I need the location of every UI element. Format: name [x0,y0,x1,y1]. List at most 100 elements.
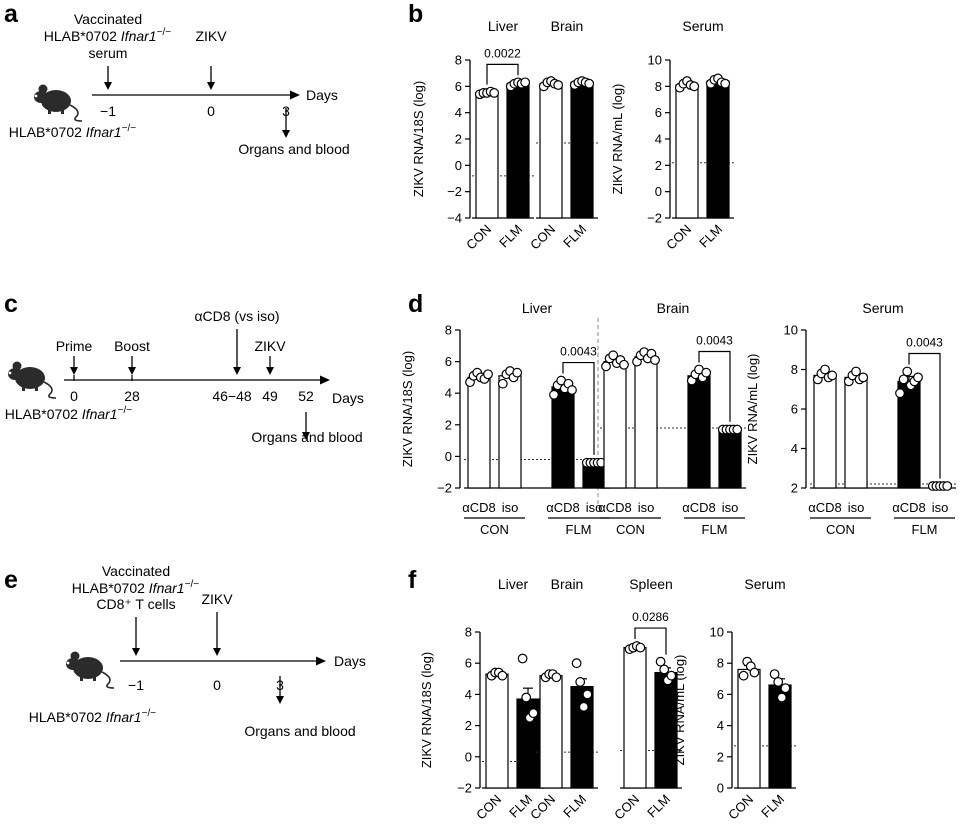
y-tick-label: 4 [455,105,462,120]
data-point [521,692,532,703]
data-point [720,78,731,89]
bar-iso [718,428,742,489]
pvalue-bracket: 0.0043 [696,334,733,422]
x-tick-label: FLM [560,792,589,821]
data-point [769,669,780,680]
y-tick-label: 6 [455,79,462,94]
x-tick-label: αCD8 [892,500,926,515]
organs-arrow [276,676,284,704]
pvalue-text: 0.0043 [906,335,943,349]
event-label-0-1: HLAB*0702 Ifnar1−/− [72,579,201,596]
y-tick-label: 2 [791,481,798,496]
bar-FLM [506,83,530,219]
data-point [942,481,953,491]
group-label: CON [616,522,645,537]
event-arrow-1 [207,66,215,90]
data-point [619,359,629,370]
bar-CON [675,84,699,219]
y-tick-label: 8 [717,656,724,671]
y-tick-label: −2 [457,781,472,796]
x-tick-label: iso [638,500,655,515]
data-point [635,642,646,653]
y-tick-label: 0 [717,781,724,796]
event-arrow-2 [233,329,241,375]
organs-arrow [302,412,310,440]
data-point [827,370,838,381]
axis-arrowhead [290,90,300,100]
organs-arrow [282,108,290,138]
bar-CON [539,83,563,219]
x-tick-label: CON [611,792,642,823]
y-tick-label: 2 [445,417,452,432]
event-label-3-0: ZIKV [254,338,286,354]
data-point [902,366,913,377]
group-label: CON [826,522,855,537]
tick-label-1: 28 [124,388,140,404]
y-tick-label: 8 [655,79,662,94]
group-serum: Serum CON FLM [663,18,734,253]
data-point [497,378,508,389]
y-tick-label: 6 [465,656,472,671]
y-tick-label: 0 [445,449,452,464]
data-point [549,389,559,400]
group-liver: Liver CON FLM 0.0022 [463,18,534,253]
pvalue-text: 0.0043 [696,334,733,348]
event-arrow-1 [213,612,221,656]
y-tick-label: 2 [455,132,462,147]
data-point [584,78,595,89]
event-arrow-3 [266,356,274,375]
timeline-e: −103VaccinatedHLAB*0702 Ifnar1−/− CD8⁺ T… [29,563,366,739]
data-point [528,708,539,719]
x-tick-label: FLM [496,222,525,251]
panel-letter-a: a [4,0,19,28]
days-label: Days [332,390,364,406]
y-tick-label: 4 [465,687,472,702]
y-tick-label: 0 [465,749,472,764]
y-axis-label: ZIKV RNA/mL (log) [745,354,760,465]
y-tick-label: 4 [445,386,452,401]
pvalue-text: 0.0043 [560,345,597,359]
tick-label-3: 49 [262,388,278,404]
data-point [483,369,493,380]
y-axis-label: ZIKV RNA/18S (log) [419,652,434,768]
chart-b-1: −2 0 2 4 6 8 10 ZIKV RNA/mL (log) Serum CON FLM [610,18,734,253]
event-arrow-0 [70,356,78,375]
x-tick-label: FLM [696,222,725,251]
data-point [571,658,582,669]
y-tick-label: 6 [791,402,798,417]
group-label: FLM [566,522,592,537]
data-point [551,672,562,683]
data-point [858,372,869,383]
x-tick-label: CON [663,222,694,253]
group-label: FLM [702,522,728,537]
mouse-label: HLAB*0702 Ifnar1−/− [5,405,134,422]
bar-αCD8 [467,376,491,489]
group-title: Liver [522,300,553,316]
x-tick-label: FLM [560,222,589,251]
y-tick-label: 4 [655,132,662,147]
data-point [575,677,586,687]
x-tick-label: αCD8 [598,500,632,515]
y-tick-label: 2 [717,749,724,764]
tick-label-4: 52 [298,388,314,404]
y-tick-label: −2 [647,211,662,226]
x-tick-label: iso [722,500,739,515]
y-tick-label: 4 [791,441,798,456]
bar-iso [498,375,522,489]
pvalue-bracket: 0.0043 [560,345,597,455]
data-point [655,656,666,667]
y-tick-label: −2 [447,184,462,199]
bar-CON [485,673,509,789]
bar-CON [475,92,499,219]
y-tick-label: 6 [655,105,662,120]
y-tick-label: 8 [791,362,798,377]
y-tick-label: −4 [447,211,462,226]
y-tick-label: 8 [445,323,452,338]
y-tick-label: 10 [648,53,662,68]
bar-CON [737,668,761,789]
group-title: Brain [551,18,584,34]
y-axis-label: ZIKV RNA/18S (log) [400,351,415,467]
